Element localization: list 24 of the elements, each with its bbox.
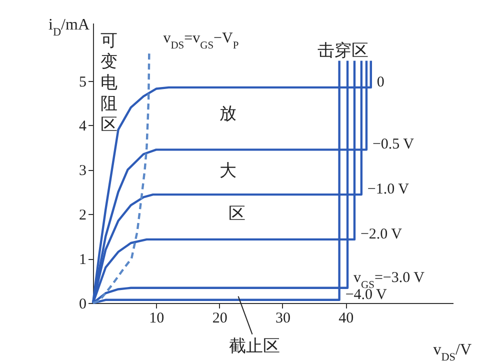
x-axis-title: v$_{DS}$/V [433,342,472,362]
annotation: 区 [228,204,246,223]
y-axis-title: i$_{D}$/mA [48,16,90,38]
series-label: −0.5 V [372,136,414,153]
y-tick-label: 3 [79,163,86,180]
x-tick-label: 30 [275,310,290,326]
series-label: v$_{GS}$=−3.0 V [354,270,425,290]
annotation: 截止区 [228,336,280,356]
series-label: −1.0 V [367,182,410,198]
y-tick-label: 5 [79,74,86,90]
x-tick-label: 10 [149,310,164,326]
y-tick-label: 1 [79,252,86,268]
y-tick-label: 4 [79,118,87,135]
annotation: 放 [220,104,236,123]
series-label: 0 [376,74,384,90]
x-tick-label: 20 [212,310,228,326]
x-tick-label: 40 [338,310,354,326]
annotation: 大 [220,161,236,180]
y-tick-label: 2 [79,208,86,224]
series-label: −2.0 V [360,226,402,242]
series-label: v$_{DS}$=v$_{GS}$−V$_{P}$ [163,30,239,52]
y-tick-label: 0 [79,296,86,312]
annotation: 击穿区 [318,41,368,60]
annotation: 可变电阻区 [100,31,118,134]
